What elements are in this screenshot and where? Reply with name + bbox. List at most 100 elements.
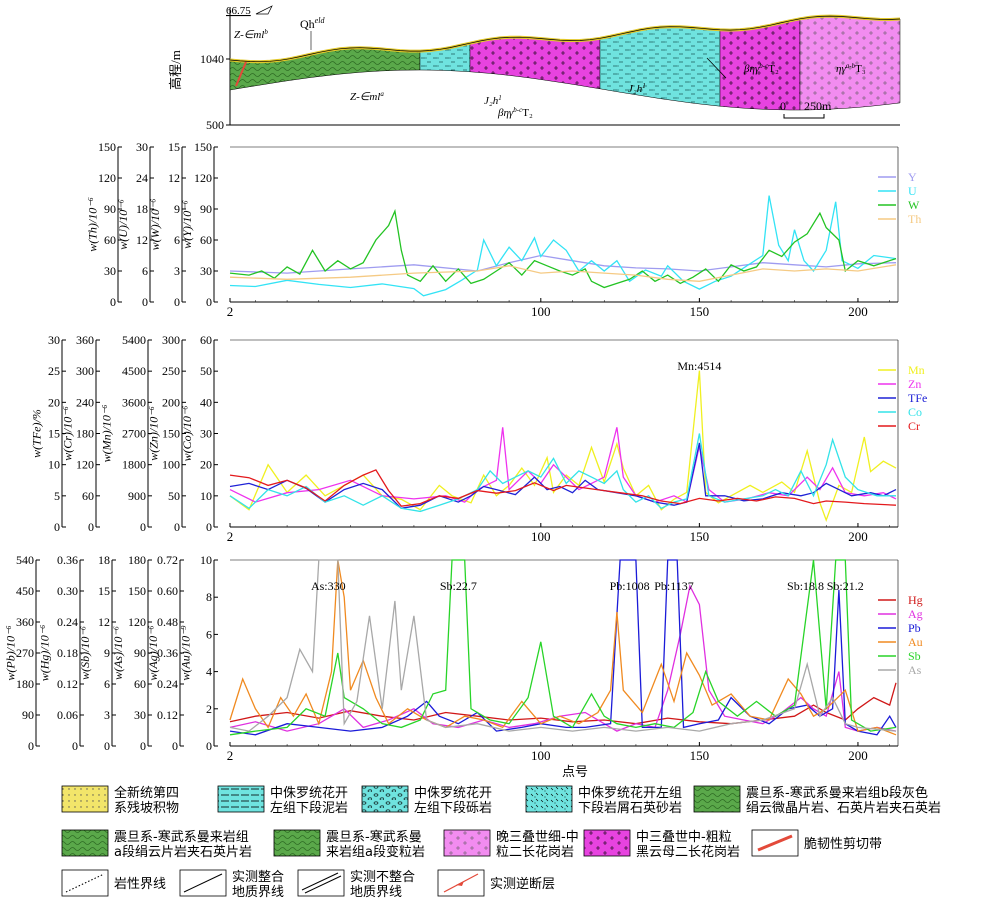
unit-bng-left (469, 36, 601, 90)
y-tick-label: 0 (104, 739, 110, 753)
legend-text: 震旦系-寒武系曼来岩组 (114, 829, 249, 845)
y-axis-label: w(Hg)/10⁻⁶ (37, 625, 51, 682)
legend-item: 脆韧性剪切带 (751, 829, 882, 857)
y-tick-label: 6 (104, 677, 110, 691)
y-tick-label: 8 (206, 590, 212, 604)
unit-label-sup: a (380, 90, 384, 98)
unit-label-sup: 1 (642, 82, 646, 90)
y-tick-label: 180 (16, 677, 34, 691)
legend-item: 岩性界线 (61, 869, 166, 897)
legend-label-Zn: Zn (908, 377, 921, 391)
y-tick-label: 540 (16, 553, 34, 567)
legend-swatch (273, 829, 321, 857)
y-tick-label: 0.48 (157, 615, 178, 629)
y-tick-label: 20 (200, 458, 212, 472)
unit-label-tail: T₃ (855, 63, 866, 75)
unit-label-sup: b (264, 28, 268, 36)
y-tick-label: 30 (134, 708, 146, 722)
legend-text: 绢云微晶片岩、石英片岩夹石英岩 (746, 800, 941, 816)
legend-label-Y: Y (908, 170, 917, 184)
shear-zone-mark (235, 61, 247, 87)
y-axis-label: w(Co)/10⁻⁶ (180, 406, 194, 462)
legend-text: 系残坡积物 (114, 801, 179, 816)
legend-text: 中侏罗统花开 (414, 785, 492, 801)
series-line-Au (229, 559, 897, 736)
y-tick-label: 0 (206, 295, 212, 309)
unit-label-tail: T₂ (522, 107, 533, 119)
legend-label-TFe: TFe (908, 391, 927, 405)
legend-label-Cr: Cr (908, 419, 920, 433)
y-tick-label: 10 (200, 553, 212, 567)
legend-label-U: U (908, 184, 917, 198)
unit-label-sup: b-c (513, 106, 523, 114)
annotation: Pb:1137 (654, 579, 694, 593)
legend-label-Mn: Mn (908, 363, 925, 377)
legend-text: 中三叠世中-粗粒 (636, 830, 732, 845)
legend-label-Th: Th (908, 212, 921, 226)
y-tick-label: 40 (200, 395, 212, 409)
y-tick-label: 180 (76, 427, 94, 441)
y-tick-label: 4 (206, 665, 212, 679)
y-tick-label: 0 (110, 295, 116, 309)
annotation: Sb:18.8 (787, 579, 824, 593)
y-tick-label: 0.12 (57, 677, 78, 691)
legend-swatch (693, 785, 741, 813)
chart-panel-top: 2 100 150 2000306090120150w(Th)/10⁻⁶0612182… (85, 140, 921, 319)
shear-icon (757, 834, 793, 852)
legend-text: 中侏罗统花开 (270, 785, 348, 801)
legend-swatch (61, 785, 109, 813)
y-tick-label: 9 (104, 646, 110, 660)
y-axis-label: w(U)/10⁻⁶ (116, 199, 130, 250)
y-axis-label: w(Cr)/10⁻⁶ (61, 406, 75, 461)
legend-text: a段绢云片岩夹石英片岩 (114, 844, 252, 860)
y-tick-label: 2700 (122, 427, 146, 441)
y-tick-label: 1800 (122, 458, 146, 472)
unit-label-zea: Z-∈mla (350, 90, 384, 103)
y-tick-label: 30 (200, 427, 212, 441)
legend-text: 中侏罗统花开左组 (578, 785, 682, 801)
legend-label-Hg: Hg (908, 593, 923, 607)
y-tick-label: 900 (128, 489, 146, 503)
y-tick-label: 270 (16, 646, 34, 660)
y-tick-label: 120 (128, 615, 146, 629)
y-tick-label: 2 (206, 702, 212, 716)
compass-mark (255, 5, 273, 15)
legend-label-As: As (908, 663, 922, 677)
x-tick-label: 2 (227, 748, 234, 763)
series-line-Hg (229, 682, 897, 725)
y-tick-label: 360 (16, 615, 34, 629)
elev-tick-label: 1040 (200, 52, 224, 66)
legend-text: 来岩组a段变粒岩 (326, 844, 425, 860)
legend-label-Pb: Pb (908, 621, 921, 635)
legend-text: 左组下段泥岩 (270, 801, 348, 816)
top-label: 66.75 (226, 5, 251, 17)
y-tick-label: 0.30 (57, 584, 78, 598)
y-tick-label: 180 (128, 553, 146, 567)
unit-label-ng: ηγa-bT₃ (836, 62, 866, 75)
y-tick-label: 25 (48, 364, 60, 378)
annotation: Sb:22.7 (440, 579, 477, 593)
y-axis-label: w(Y)/10⁻⁶ (180, 200, 194, 249)
y-tick-label: 30 (48, 333, 60, 347)
y-tick-label: 150 (194, 140, 212, 154)
unit-label-sup: a-b (846, 62, 856, 70)
legend-swatch (525, 785, 573, 813)
y-axis-label: w(Th)/10⁻⁶ (85, 197, 99, 252)
y-tick-label: 15 (48, 427, 60, 441)
series-line-As (229, 559, 897, 732)
y-axis-label: w(Ag)/10⁻⁶ (146, 625, 160, 680)
y-tick-label: 0.06 (57, 708, 78, 722)
x-tick-label: 150 (690, 529, 710, 544)
annotation: Pb:1008 (610, 579, 650, 593)
legend-text: 实测逆断层 (490, 876, 555, 892)
x-tick-label: 150 (690, 304, 710, 319)
y-tick-label: 9 (174, 202, 180, 216)
y-tick-label: 6 (174, 233, 180, 247)
legend-label-Ag: Ag (908, 607, 923, 621)
legend-text: 全新统第四 (114, 785, 179, 801)
y-tick-label: 120 (98, 171, 116, 185)
